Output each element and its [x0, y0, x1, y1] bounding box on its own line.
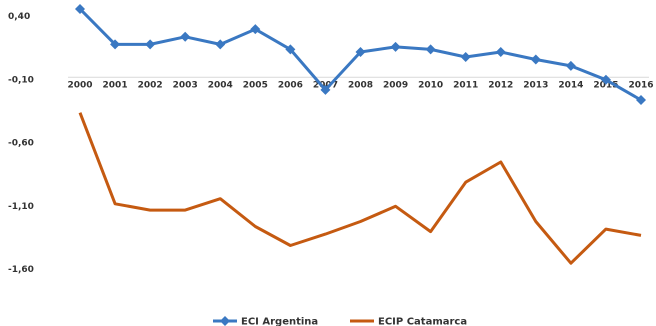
x-axis-ticks: 2000200120022003200420052006200720082009…	[67, 80, 653, 90]
data-point-marker	[460, 52, 471, 63]
x-tick-label: 2000	[67, 80, 92, 90]
y-tick-label: -1,60	[8, 265, 34, 275]
y-tick-label: -0,10	[8, 75, 34, 85]
y-tick-label: 0,40	[8, 12, 30, 22]
data-point-marker	[565, 60, 576, 71]
data-point-marker	[600, 74, 611, 85]
legend-marker-eci-argentina	[220, 316, 230, 326]
x-tick-label: 2002	[138, 80, 163, 90]
legend-item-eci-argentina: ECI Argentina	[213, 316, 318, 326]
data-point-marker	[636, 95, 646, 106]
x-tick-label: 2016	[628, 80, 653, 90]
y-tick-label: -1,10	[8, 202, 34, 212]
x-tick-label: 2013	[523, 80, 548, 90]
x-tick-label: 2006	[278, 80, 303, 90]
data-point-marker	[425, 44, 436, 55]
data-point-marker	[530, 54, 541, 65]
data-point-marker	[180, 31, 191, 42]
legend: ECI Argentina ECIP Catamarca	[213, 316, 467, 326]
x-tick-label: 2011	[453, 80, 478, 90]
data-point-marker	[75, 3, 85, 14]
data-point-marker	[355, 46, 366, 57]
x-tick-label: 2004	[208, 80, 233, 90]
data-point-marker	[495, 46, 506, 57]
x-tick-label: 2005	[243, 80, 268, 90]
data-point-marker	[390, 41, 401, 52]
x-tick-label: 2014	[558, 80, 583, 90]
data-point-marker	[215, 39, 226, 50]
x-tick-label: 2001	[103, 80, 128, 90]
data-point-marker	[250, 24, 261, 35]
series-line-ecip-catamarca	[78, 112, 642, 265]
x-tick-label: 2010	[418, 80, 443, 90]
x-tick-label: 2008	[348, 80, 373, 90]
x-tick-label: 2012	[488, 80, 513, 90]
data-point-marker	[320, 84, 331, 95]
data-point-marker	[285, 44, 296, 55]
y-axis-ticks: 0,40 -0,10 -0,60 -1,10 -1,60	[8, 12, 34, 275]
data-point-marker	[145, 39, 156, 50]
legend-label-eci-argentina: ECI Argentina	[241, 317, 318, 326]
x-tick-label: 2003	[173, 80, 198, 90]
x-tick-label: 2015	[593, 80, 618, 90]
series-layer	[75, 3, 646, 265]
legend-item-ecip-catamarca: ECIP Catamarca	[350, 317, 467, 326]
legend-label-ecip-catamarca: ECIP Catamarca	[378, 317, 467, 326]
data-point-marker	[110, 39, 121, 50]
x-tick-label: 2009	[383, 80, 408, 90]
y-tick-label: -0,60	[8, 139, 34, 149]
